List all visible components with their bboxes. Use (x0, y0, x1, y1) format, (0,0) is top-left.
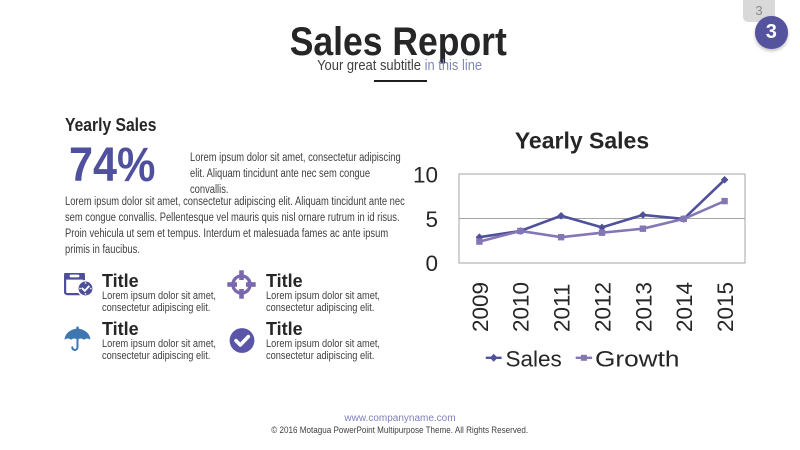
svg-text:2011: 2011 (550, 284, 575, 332)
svg-text:2013: 2013 (631, 282, 656, 332)
svg-text:Yearly Sales: Yearly Sales (515, 128, 649, 154)
svg-text:Growth: Growth (595, 347, 679, 372)
svg-text:0: 0 (425, 251, 438, 276)
svg-text:2015: 2015 (713, 282, 738, 332)
svg-text:Sales: Sales (506, 346, 562, 371)
svg-text:5: 5 (425, 207, 438, 232)
svg-text:2012: 2012 (590, 282, 615, 332)
svg-text:2009: 2009 (468, 282, 493, 332)
svg-text:2014: 2014 (672, 282, 697, 332)
svg-text:10: 10 (413, 162, 438, 187)
svg-text:2010: 2010 (509, 282, 534, 332)
